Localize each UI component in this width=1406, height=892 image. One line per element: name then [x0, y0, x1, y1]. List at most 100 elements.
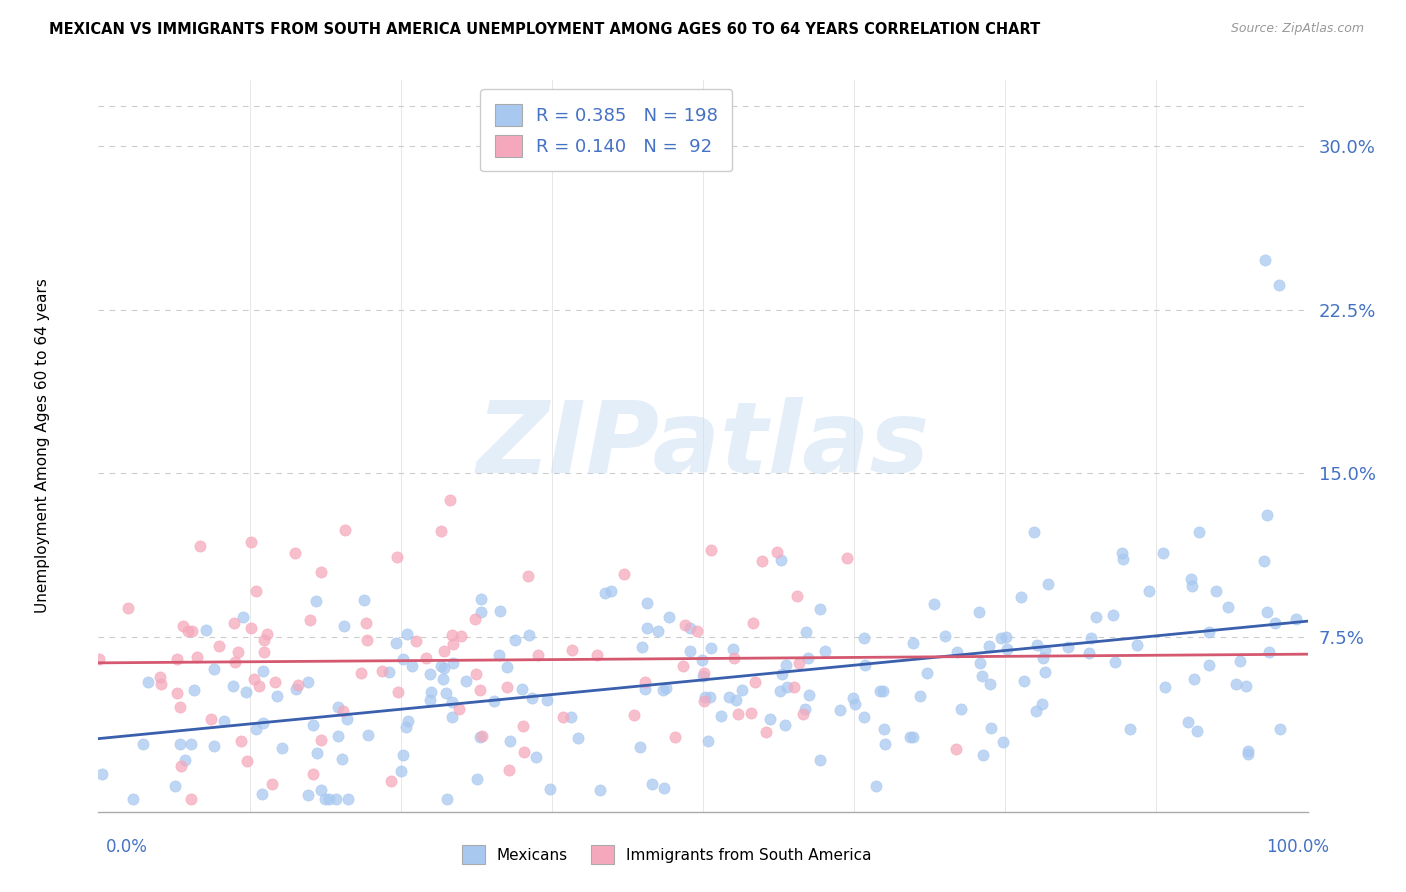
Point: [1181, 579, 1204, 593]
Point: [1111, 545, 1133, 559]
Point: [1229, 654, 1251, 668]
Point: [174, 753, 197, 767]
Point: [585, 648, 607, 662]
Point: [717, 690, 740, 704]
Point: [441, 709, 464, 723]
Point: [844, 698, 866, 712]
Point: [1080, 631, 1102, 645]
Point: [488, 648, 510, 662]
Point: [865, 779, 887, 793]
Point: [387, 685, 409, 699]
Point: [240, 621, 263, 635]
Point: [200, 713, 222, 727]
Point: [297, 675, 319, 690]
Point: [356, 615, 378, 630]
Point: [766, 545, 789, 559]
Point: [392, 651, 415, 665]
Point: [1152, 546, 1174, 560]
Point: [1218, 599, 1240, 614]
Point: [853, 658, 876, 673]
Point: [692, 668, 714, 682]
Point: [1270, 722, 1292, 736]
Point: [873, 723, 896, 737]
Legend: Mexicans, Immigrants from South America: Mexicans, Immigrants from South America: [456, 839, 877, 870]
Point: [433, 661, 456, 675]
Point: [908, 690, 931, 704]
Point: [256, 626, 278, 640]
Point: [212, 714, 235, 728]
Point: [536, 693, 558, 707]
Point: [700, 543, 723, 558]
Point: [775, 658, 797, 673]
Point: [946, 645, 969, 659]
Point: [898, 730, 921, 744]
Point: [724, 692, 747, 706]
Point: [1102, 608, 1125, 623]
Point: [769, 684, 792, 698]
Point: [436, 791, 458, 805]
Point: [302, 718, 325, 732]
Point: [166, 686, 188, 700]
Point: [950, 702, 973, 716]
Point: [495, 680, 517, 694]
Point: [1256, 508, 1278, 522]
Point: [731, 682, 754, 697]
Point: [972, 669, 994, 683]
Point: [634, 681, 657, 696]
Point: [314, 791, 336, 805]
Point: [1268, 277, 1291, 292]
Point: [776, 680, 799, 694]
Point: [869, 683, 891, 698]
Point: [266, 689, 288, 703]
Text: Unemployment Among Ages 60 to 64 years: Unemployment Among Ages 60 to 64 years: [35, 278, 49, 614]
Point: [797, 688, 820, 702]
Point: [993, 735, 1015, 749]
Point: [593, 586, 616, 600]
Point: [464, 666, 486, 681]
Point: [333, 523, 356, 537]
Point: [512, 719, 534, 733]
Point: [433, 644, 456, 658]
Point: [852, 710, 875, 724]
Point: [309, 732, 332, 747]
Point: [236, 754, 259, 768]
Point: [371, 665, 394, 679]
Point: [356, 728, 378, 742]
Point: [517, 569, 540, 583]
Point: [664, 731, 686, 745]
Point: [245, 584, 267, 599]
Point: [262, 776, 284, 790]
Point: [990, 631, 1012, 645]
Point: [782, 680, 804, 694]
Point: [301, 767, 323, 781]
Point: [1026, 638, 1049, 652]
Point: [837, 550, 859, 565]
Point: [852, 632, 875, 646]
Point: [623, 708, 645, 723]
Point: [222, 679, 245, 693]
Point: [995, 642, 1018, 657]
Point: [488, 604, 510, 618]
Point: [309, 565, 332, 579]
Point: [755, 724, 778, 739]
Point: [794, 702, 817, 716]
Point: [247, 680, 270, 694]
Point: [1031, 697, 1053, 711]
Point: [655, 681, 678, 696]
Point: [693, 665, 716, 680]
Point: [498, 764, 520, 778]
Point: [172, 618, 194, 632]
Point: [903, 636, 925, 650]
Point: [1198, 624, 1220, 639]
Point: [132, 738, 155, 752]
Point: [395, 627, 418, 641]
Point: [169, 699, 191, 714]
Point: [499, 733, 522, 747]
Point: [450, 629, 472, 643]
Point: [1237, 747, 1260, 761]
Point: [1234, 679, 1257, 693]
Point: [628, 739, 651, 754]
Point: [468, 731, 491, 745]
Point: [405, 634, 427, 648]
Point: [980, 721, 1002, 735]
